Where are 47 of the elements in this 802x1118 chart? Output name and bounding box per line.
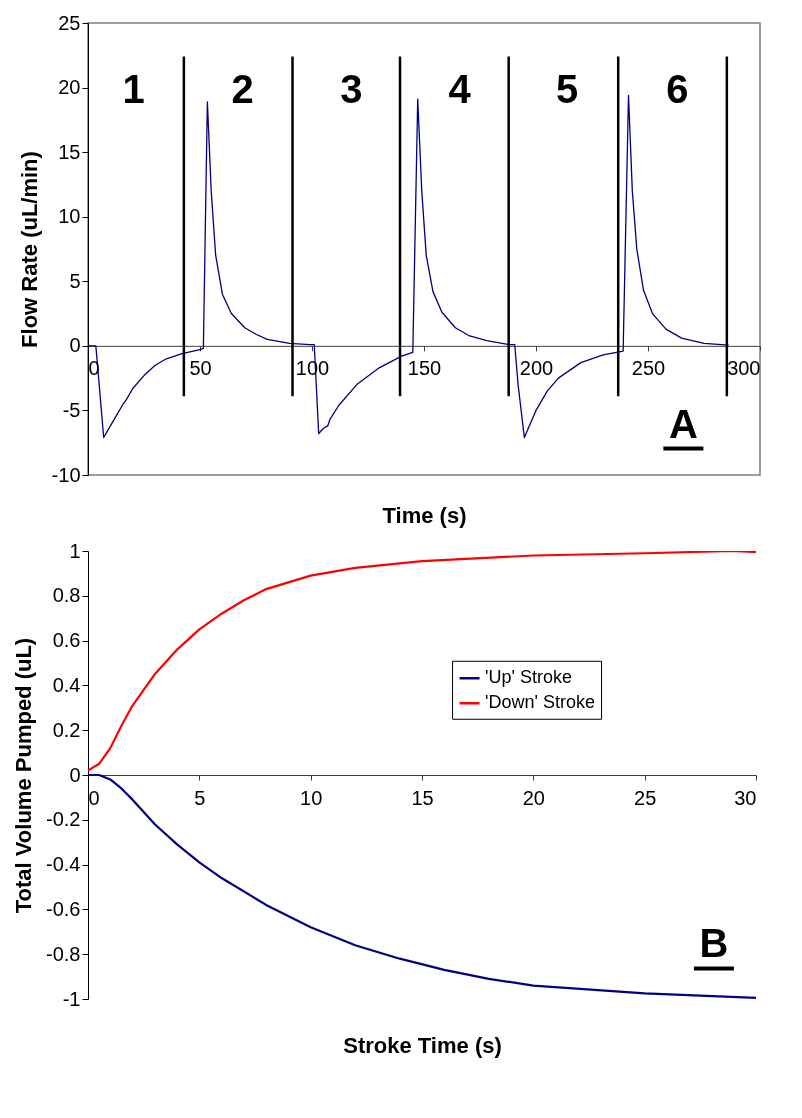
- y-tick-label: 0.4: [52, 673, 81, 696]
- annotation: A: [668, 401, 698, 446]
- y-tick-label: -1: [62, 987, 81, 1010]
- annotation: 2: [231, 66, 254, 111]
- y-tick-label: -0.2: [46, 808, 81, 831]
- annotation: 4: [448, 66, 472, 111]
- x-axis-title: Stroke Time (s): [343, 1032, 502, 1058]
- x-tick-label: 200: [519, 357, 554, 380]
- legend-label: 'Down' Stroke: [485, 692, 595, 713]
- y-tick-label: 20: [58, 76, 81, 99]
- x-tick-label: 250: [631, 357, 666, 380]
- x-tick-label: 25: [634, 786, 657, 809]
- line-series: [88, 551, 756, 772]
- y-tick-label: -0.4: [46, 853, 81, 876]
- y-tick-label: -5: [62, 398, 81, 421]
- y-tick-label: 0: [69, 334, 81, 357]
- x-tick-label: 50: [189, 357, 212, 380]
- line-series: [88, 773, 756, 999]
- x-tick-label: 150: [407, 357, 442, 380]
- y-tick-label: 15: [58, 140, 81, 163]
- annotation: 5: [556, 66, 579, 111]
- x-tick-label: 0: [88, 786, 100, 809]
- x-tick-label: 15: [411, 786, 434, 809]
- y-tick-label: 0: [69, 763, 81, 786]
- x-tick-label: 20: [522, 786, 545, 809]
- annotation: 1: [122, 66, 145, 111]
- x-axis-title: Time (s): [382, 502, 467, 528]
- legend-label: 'Up' Stroke: [485, 667, 572, 688]
- y-tick-label: 0.6: [52, 629, 81, 652]
- y-axis-title: Flow Rate (uL/min): [16, 151, 42, 348]
- y-tick-label: 10: [58, 205, 81, 228]
- annotation: 3: [340, 66, 363, 111]
- x-tick-label: 300: [727, 357, 761, 380]
- y-tick-label: 0.2: [52, 718, 81, 741]
- y-tick-label: 0.8: [52, 584, 81, 607]
- x-tick-label: 10: [300, 786, 323, 809]
- annotation: B: [699, 921, 729, 966]
- y-axis-title: Total Volume Pumped (uL): [11, 637, 37, 914]
- annotation: 6: [666, 66, 689, 111]
- y-tick-label: -0.8: [46, 942, 81, 965]
- x-tick-label: 5: [194, 786, 206, 809]
- y-tick-label: 1: [69, 539, 81, 562]
- y-tick-label: -10: [51, 463, 81, 486]
- y-tick-label: 5: [69, 269, 81, 292]
- y-tick-label: -0.6: [46, 897, 81, 920]
- y-tick-label: 25: [58, 11, 81, 34]
- x-tick-label: 30: [734, 786, 757, 809]
